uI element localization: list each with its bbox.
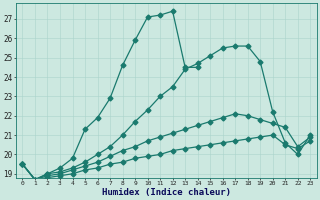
X-axis label: Humidex (Indice chaleur): Humidex (Indice chaleur) bbox=[102, 188, 231, 197]
